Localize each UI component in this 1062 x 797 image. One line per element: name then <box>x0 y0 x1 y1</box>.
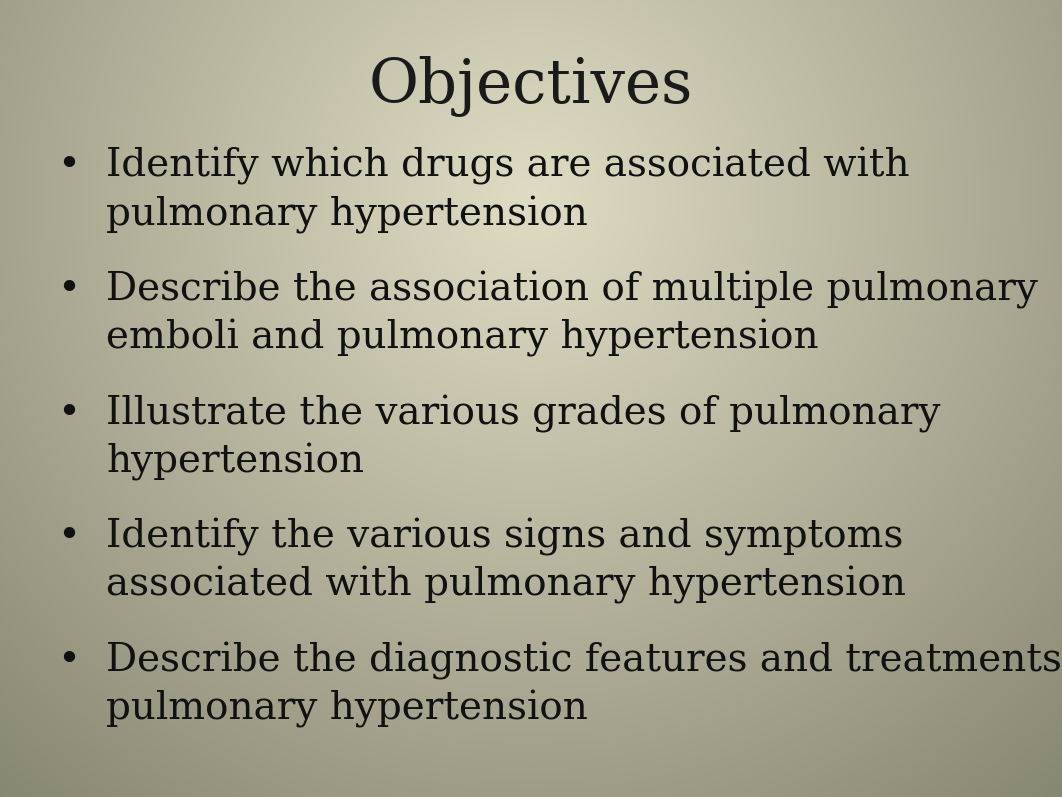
Text: •: • <box>57 642 81 678</box>
Text: Describe the association of multiple pulmonary
emboli and pulmonary hypertension: Describe the association of multiple pul… <box>106 271 1038 357</box>
Text: •: • <box>57 147 81 184</box>
Text: Illustrate the various grades of pulmonary
hypertension: Illustrate the various grades of pulmona… <box>106 395 941 481</box>
Text: Identify which drugs are associated with
pulmonary hypertension: Identify which drugs are associated with… <box>106 147 910 234</box>
Text: Objectives: Objectives <box>369 56 693 117</box>
Text: Identify the various signs and symptoms
associated with pulmonary hypertension: Identify the various signs and symptoms … <box>106 518 906 604</box>
Text: •: • <box>57 271 81 308</box>
Text: •: • <box>57 395 81 431</box>
Text: •: • <box>57 518 81 555</box>
Text: Describe the diagnostic features and treatments for
pulmonary hypertension: Describe the diagnostic features and tre… <box>106 642 1062 728</box>
